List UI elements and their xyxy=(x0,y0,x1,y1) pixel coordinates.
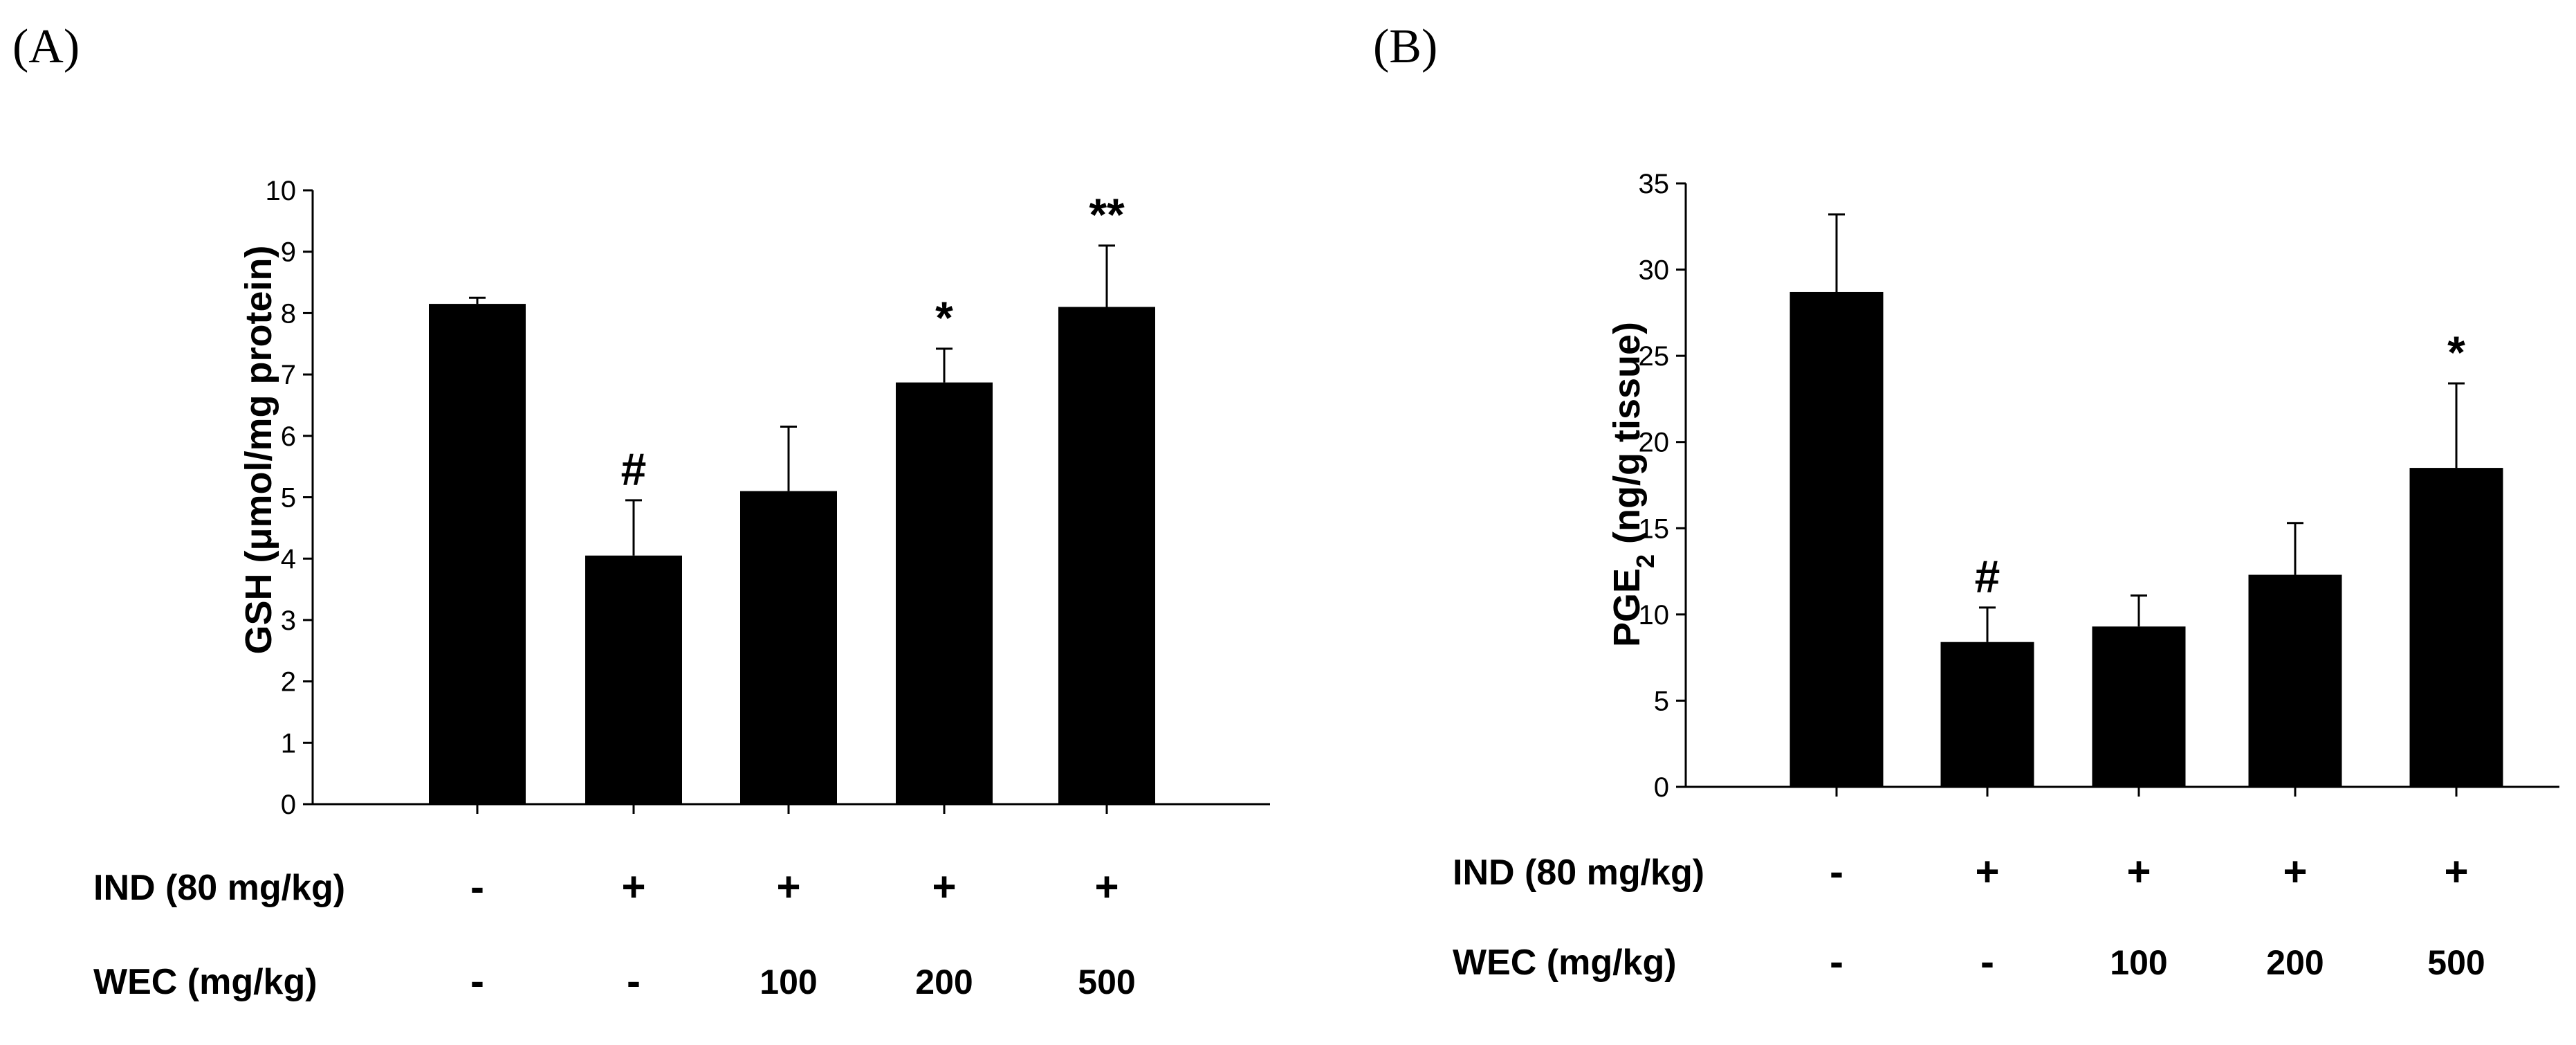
bar-b xyxy=(2248,574,2342,787)
treatment-value-b: + xyxy=(1975,848,1999,895)
bar-a xyxy=(896,382,993,804)
treatment-row-label-a: IND (80 mg/kg) xyxy=(93,868,345,908)
bars-b: #* xyxy=(1790,213,2503,788)
bar-b xyxy=(2092,626,2186,787)
bar-a xyxy=(585,555,682,804)
y-tick-label-a: 10 xyxy=(266,176,297,206)
treatment-row-label-b: WEC (mg/kg) xyxy=(1453,943,1677,983)
treatment-value-b: 500 xyxy=(2427,943,2485,982)
treatment-value-a: + xyxy=(621,864,645,910)
y-axis-label-b: PGE2 (ng/g tissue) xyxy=(1606,322,1659,647)
y-tick-label-a: 2 xyxy=(281,667,296,698)
y-tick-label-b: 20 xyxy=(1639,428,1670,458)
bar-a xyxy=(1058,307,1155,804)
y-tick-label-b: 0 xyxy=(1654,772,1669,803)
y-tick-label-a: 3 xyxy=(281,606,296,636)
y-tick-label-a: 4 xyxy=(281,544,296,574)
treatment-value-b: + xyxy=(2126,848,2151,895)
y-tick-label-b: 35 xyxy=(1639,169,1670,199)
y-tick-label-a: 6 xyxy=(281,421,296,452)
panel-label-b: (B) xyxy=(1373,20,1437,73)
y-tick-label-a: 5 xyxy=(281,483,296,514)
treatment-value-a: + xyxy=(932,864,956,910)
treatment-value-a: 100 xyxy=(760,963,817,1001)
y-axis-label-b-main: PGE xyxy=(1606,568,1648,647)
treatment-value-a: + xyxy=(1094,864,1119,910)
y-tick-label-b: 25 xyxy=(1639,341,1670,372)
treatment-value-a: 200 xyxy=(915,963,973,1001)
treatment-value-a: 500 xyxy=(1078,963,1135,1001)
treatment-value-a: - xyxy=(627,958,641,1004)
y-tick-label-a: 9 xyxy=(281,237,296,268)
y-tick-label-b: 10 xyxy=(1639,600,1670,630)
treatment-value-b: 200 xyxy=(2266,943,2324,982)
bar-b xyxy=(2409,468,2503,787)
treatment-value-b: - xyxy=(1830,938,1843,985)
bar-a xyxy=(429,304,526,805)
y-tick-label-a: 0 xyxy=(281,790,296,820)
y-axis-label-b-sub: 2 xyxy=(1631,554,1659,568)
y-axis-label-a: GSH (μmol/mg protein) xyxy=(238,245,279,654)
treatment-row-label-a: WEC (mg/kg) xyxy=(93,962,318,1002)
treatment-value-b: + xyxy=(2444,848,2468,895)
significance-label-a: # xyxy=(621,444,647,495)
bar-a xyxy=(740,491,837,804)
treatment-rows-b: IND (80 mg/kg) - + + + + WEC (mg/kg) - - 100 200 50… xyxy=(1453,848,2485,985)
y-tick-label-a: 8 xyxy=(281,298,296,329)
y-axis-label-b-rest: (ng/g tissue) xyxy=(1606,322,1648,554)
treatment-value-b: - xyxy=(1980,938,1994,985)
treatment-rows-a: IND (80 mg/kg) - + + + + WEC (mg/kg) - - 100 200 50… xyxy=(93,864,1136,1004)
significance-label-b: * xyxy=(2447,327,2465,378)
treatment-value-b: + xyxy=(2283,848,2307,895)
y-tick-label-b: 5 xyxy=(1654,686,1669,716)
y-tick-label-a: 1 xyxy=(281,728,296,758)
significance-label-b: # xyxy=(1975,551,2000,602)
y-tick-label-a: 7 xyxy=(281,360,296,390)
y-tick-label-b: 15 xyxy=(1639,514,1670,544)
treatment-value-b: - xyxy=(1830,848,1843,895)
treatment-value-a: + xyxy=(776,864,800,910)
bars-a: #*** xyxy=(429,189,1155,805)
bar-b xyxy=(1790,291,1884,788)
treatment-row-label-b: IND (80 mg/kg) xyxy=(1453,853,1704,893)
treatment-value-a: - xyxy=(470,864,484,910)
significance-label-a: ** xyxy=(1089,189,1125,240)
panel-label-a: (A) xyxy=(12,20,80,73)
y-tick-label-b: 30 xyxy=(1639,255,1670,286)
treatment-value-a: - xyxy=(470,958,484,1004)
significance-label-a: * xyxy=(935,292,953,343)
treatment-value-b: 100 xyxy=(2110,943,2167,982)
bar-b xyxy=(1940,642,2034,787)
